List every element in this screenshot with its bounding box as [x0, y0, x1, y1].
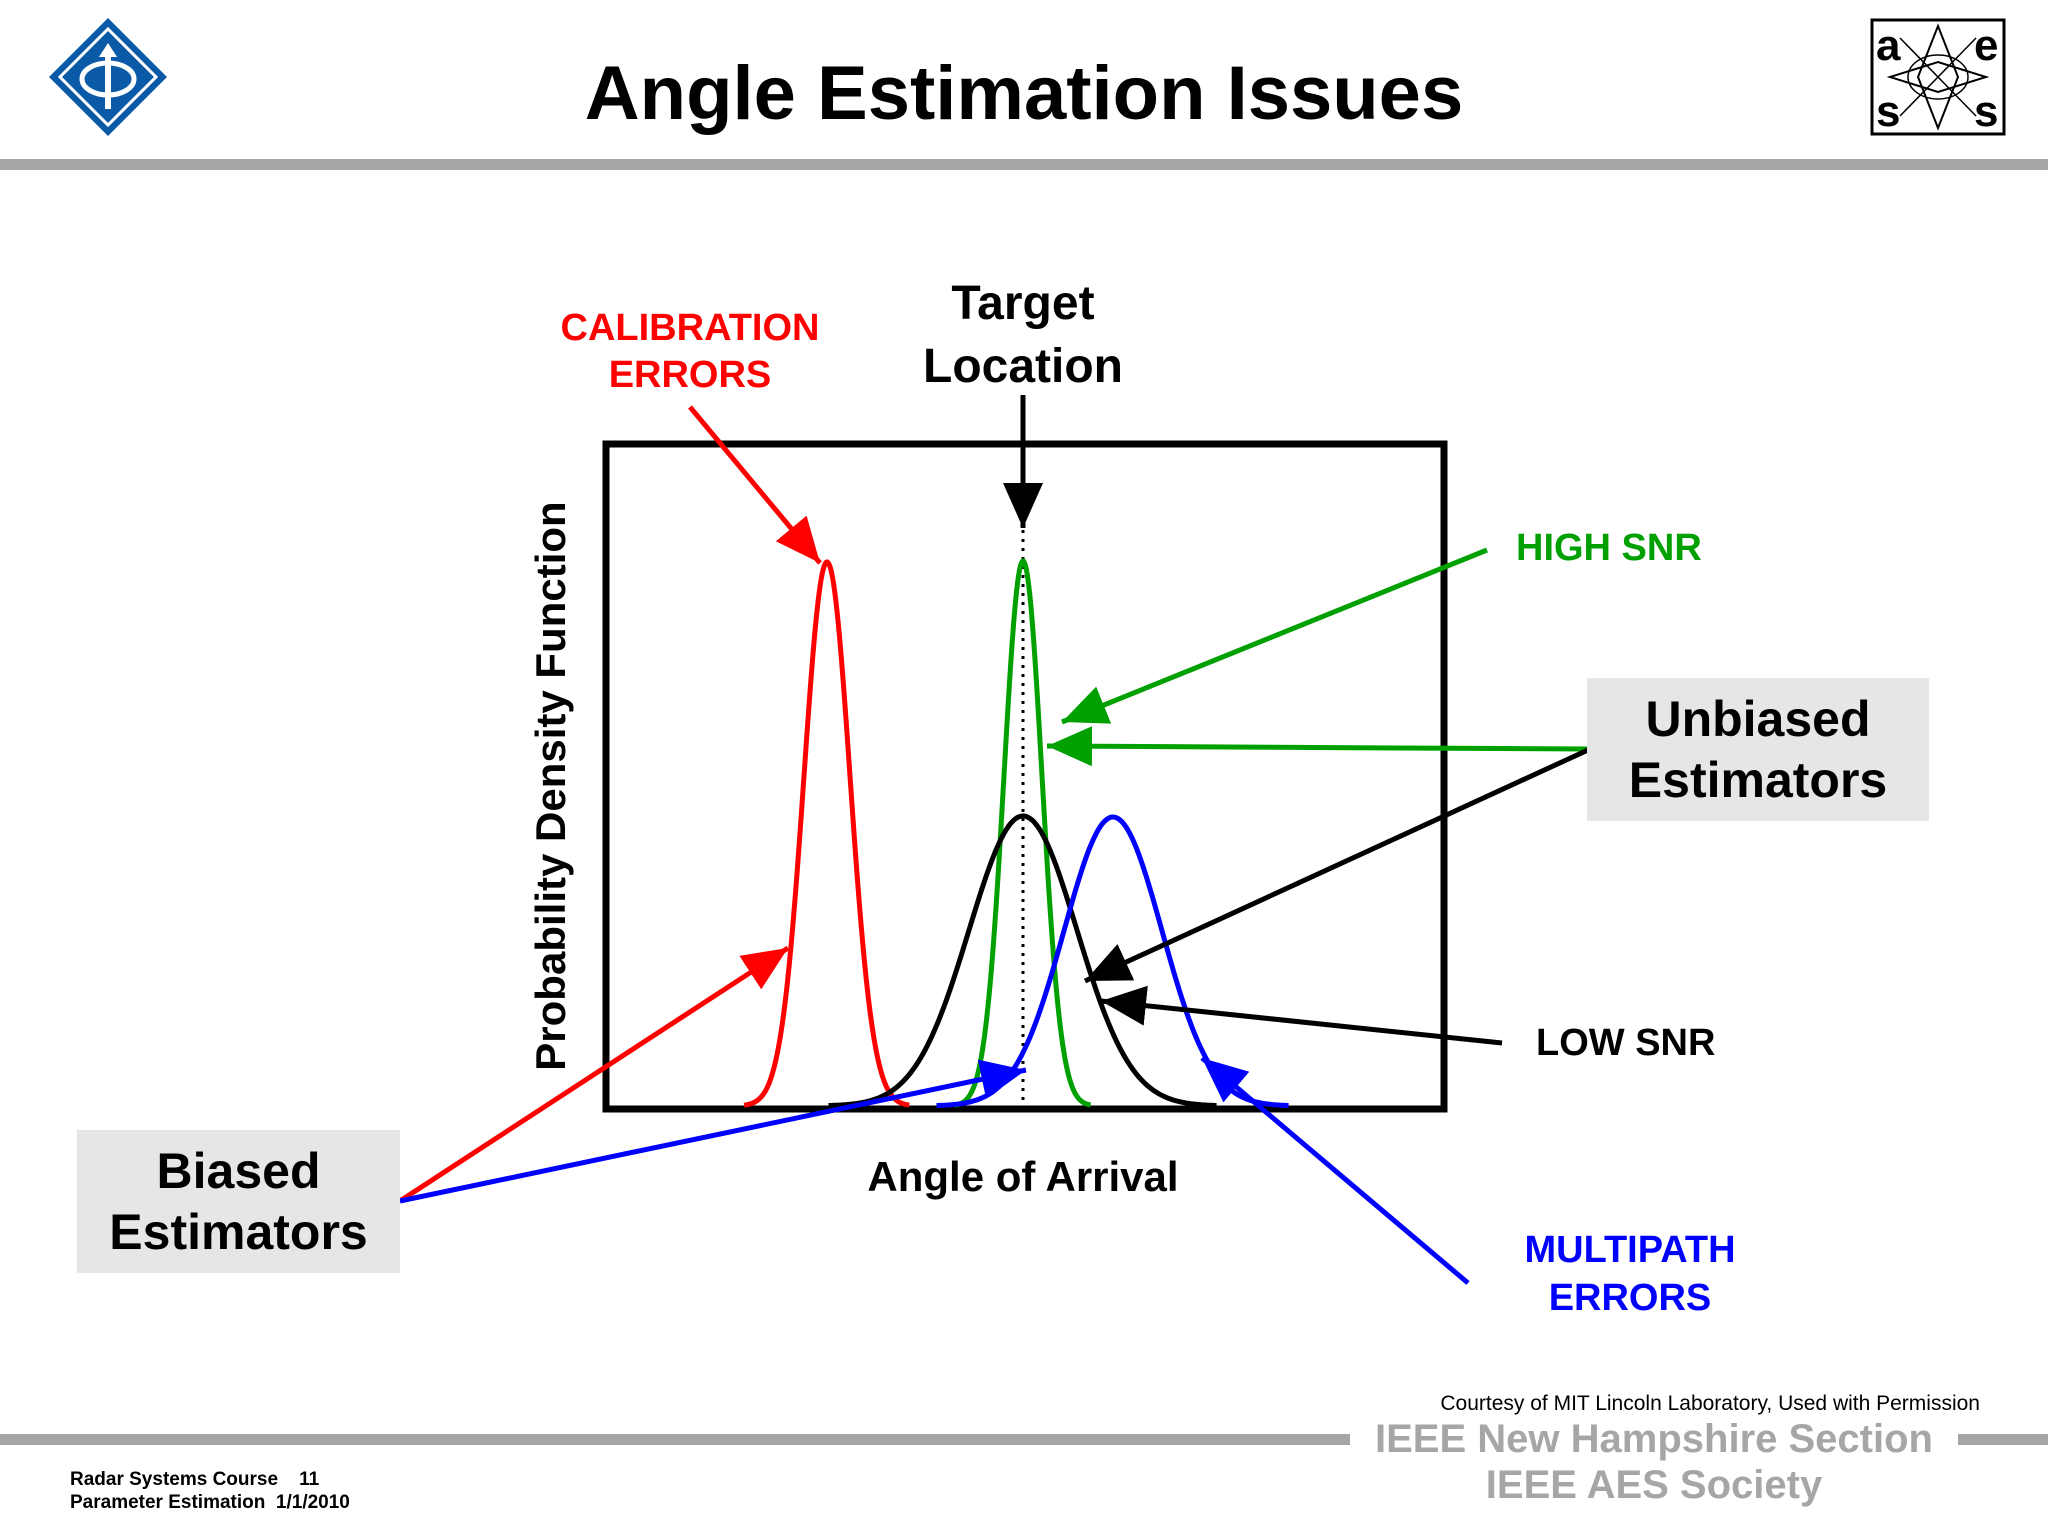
multipath-errors-label: MULTIPATH ERRORS: [1480, 1226, 1780, 1322]
multipath-arrow: [1200, 1056, 1470, 1285]
unbiased-line2: Estimators: [1628, 751, 1888, 808]
high-snr-label: HIGH SNR: [1516, 527, 1702, 569]
calibration-line2: ERRORS: [608, 354, 772, 396]
calibration-line1: CALIBRATION: [560, 307, 820, 349]
aes-star-icon: a e s s: [1870, 18, 2006, 136]
header-divider: [0, 159, 2048, 170]
calibration-arrow: [688, 405, 822, 565]
footer-section: IEEE New Hampshire Section: [1375, 1417, 1933, 1461]
multipath-line1: MULTIPATH: [1524, 1229, 1736, 1271]
biased-red-arrow: [398, 945, 790, 1204]
unbiased-black-arrow: [1083, 747, 1590, 984]
aes-letter-s-left: s: [1876, 87, 1900, 136]
aes-letter-s-right: s: [1974, 87, 1998, 136]
footer-date: Parameter Estimation 1/1/2010: [70, 1492, 350, 1513]
biased-line2: Estimators: [109, 1203, 368, 1260]
biased-estimators-box: Biased Estimators: [77, 1130, 400, 1273]
target-line1: Target: [951, 277, 1095, 330]
x-axis-label: Angle of Arrival: [867, 1153, 1179, 1200]
calibration-error-curve: [743, 559, 910, 1108]
aes-logo: a e s s: [1870, 18, 2006, 136]
unbiased-estimators-box: Unbiased Estimators: [1587, 678, 1929, 821]
unbiased-line1: Unbiased: [1645, 690, 1871, 747]
footer-course: Radar Systems Course 11: [70, 1469, 320, 1490]
high-snr-arrow: [1061, 547, 1488, 725]
low-snr-curve: [828, 813, 1217, 1109]
calibration-errors-label: CALIBRATION ERRORS: [540, 305, 840, 399]
multipath-line2: ERRORS: [1548, 1277, 1712, 1319]
footer-divider-left: [0, 1434, 1350, 1445]
aes-letter-a: a: [1876, 21, 1901, 70]
biased-line1: Biased: [156, 1142, 321, 1199]
page-title: Angle Estimation Issues: [584, 51, 1464, 136]
courtesy-text: Courtesy of MIT Lincoln Laboratory, Used…: [1440, 1392, 1980, 1415]
y-axis-label: Probability Density Function: [527, 501, 574, 1071]
ieee-diamond-icon: ®: [49, 18, 179, 150]
biased-blue-arrow: [399, 1059, 1027, 1204]
footer-society: IEEE AES Society: [1485, 1463, 1823, 1507]
low-snr-arrow: [1100, 985, 1503, 1046]
aes-letter-e: e: [1974, 21, 1998, 70]
high-snr-curve: [954, 558, 1092, 1108]
footer-divider-right: [1958, 1434, 2048, 1445]
target-location-label: Target Location: [873, 272, 1173, 398]
unbiased-green-arrow: [1046, 726, 1589, 767]
low-snr-label: LOW SNR: [1536, 1022, 1716, 1064]
plot-frame: [602, 440, 1448, 1113]
target-line2: Location: [923, 340, 1123, 393]
ieee-logo: ®: [45, 15, 179, 150]
